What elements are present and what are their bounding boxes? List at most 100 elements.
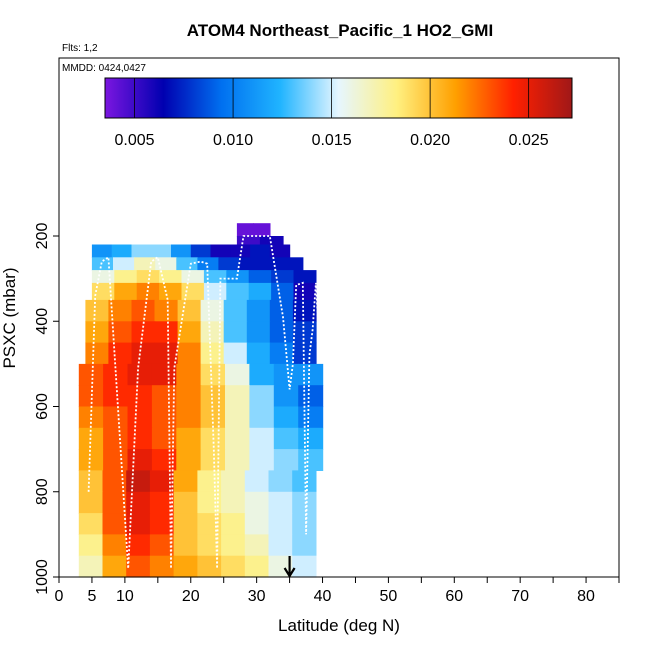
heatmap-cell: [292, 491, 317, 514]
heatmap-cell: [149, 513, 175, 535]
x-tick-label: 50: [380, 588, 398, 605]
heatmap-cell: [111, 244, 133, 258]
heatmap-cell: [151, 449, 177, 471]
heatmap-cell: [246, 342, 271, 365]
heatmap-cell: [197, 534, 222, 557]
x-axis: 0 5 10 20 30 40 50 60 70 80: [55, 576, 620, 605]
heatmap-cell: [151, 385, 177, 408]
heatmap-cell: [271, 270, 295, 284]
x-tick-label: 70: [511, 588, 529, 605]
heatmap-cell: [154, 299, 179, 322]
heatmap-cell: [127, 363, 153, 386]
heatmap-cell: [85, 321, 110, 344]
heatmap-cell: [236, 223, 254, 237]
heatmap-cell: [253, 223, 271, 237]
heatmap-cell: [176, 427, 202, 450]
y-tick-label: 800: [34, 478, 51, 505]
heatmap-cell: [149, 534, 175, 557]
marker-arrow-head: [283, 567, 296, 579]
heatmap-cell: [273, 385, 299, 408]
heatmap-cell: [78, 491, 104, 514]
heatmap-cell: [103, 427, 129, 450]
heatmap-cell: [136, 270, 160, 284]
heatmap-cell: [210, 244, 231, 258]
heatmap-cell: [197, 513, 222, 535]
heatmap-cell: [85, 299, 110, 322]
heatmap-cell: [246, 299, 271, 322]
heatmap-cell: [244, 534, 270, 557]
heatmap-cell: [131, 321, 156, 344]
colorbar-tick-label: 0.005: [115, 132, 155, 149]
heatmap-cell: [244, 555, 270, 578]
heatmap-cell: [223, 342, 248, 365]
heatmap-cell: [269, 244, 291, 258]
heatmap-cell: [249, 427, 275, 450]
heatmap-cell: [113, 257, 135, 271]
heatmap-cell: [78, 449, 104, 471]
heatmap-cell: [78, 385, 104, 408]
heatmap-cell: [200, 363, 226, 386]
heatmap-cell: [176, 449, 202, 471]
heatmap-cell: [78, 406, 104, 429]
heatmap-cell: [225, 406, 250, 429]
heatmap-cell: [173, 555, 198, 578]
latitude-marker-arrow: [283, 556, 296, 579]
heatmap-cell: [131, 342, 156, 365]
heatmap-cell: [298, 406, 324, 429]
y-tick-label: 200: [34, 223, 51, 250]
x-tick-label: 40: [314, 588, 332, 605]
heatmap-cell: [236, 236, 261, 246]
heatmap-cell: [134, 257, 156, 271]
heatmap-cell: [102, 491, 127, 514]
heatmap-cell: [177, 299, 202, 322]
heatmap-cell: [151, 363, 177, 386]
heatmap-cell: [223, 321, 248, 344]
heatmap-cell: [200, 299, 225, 322]
heatmap-cell: [218, 257, 241, 271]
heatmap-cell: [268, 470, 293, 493]
colorbar-tick-label: 0.010: [213, 132, 253, 149]
heatmap-cell: [197, 491, 222, 514]
heatmap-cell: [249, 406, 275, 429]
heatmap-cell: [271, 282, 295, 301]
heatmap-cell: [248, 270, 272, 284]
heatmap-cell: [85, 342, 110, 365]
heatmap-cell: [223, 299, 248, 322]
heatmap-cell: [108, 342, 133, 365]
heatmap-cell: [292, 555, 317, 578]
heatmap-cell: [190, 244, 212, 258]
heatmap-cell: [268, 513, 293, 535]
flight-track: [87, 235, 321, 569]
heatmap-cell: [151, 406, 177, 429]
heatmap-cell: [292, 299, 317, 322]
heatmap-cell: [78, 427, 104, 450]
heatmap-cell: [246, 321, 271, 344]
heatmap-cell: [151, 427, 177, 450]
heatmap-cell: [268, 534, 293, 557]
heatmap-cell: [78, 363, 104, 386]
heatmap-cell: [126, 534, 151, 557]
colorbar-gradient: [104, 77, 573, 119]
heatmap-cell: [221, 470, 246, 493]
heatmap-cell: [273, 406, 299, 429]
heatmap-cell: [78, 555, 104, 578]
colorbar-tick-label: 0.015: [312, 132, 352, 149]
heatmap-cell: [269, 321, 294, 344]
heatmap-cell: [173, 513, 198, 535]
heatmap-cell: [226, 282, 250, 301]
heatmap-cell: [268, 491, 293, 514]
heatmap-cell: [269, 342, 294, 365]
heatmap-cell: [244, 491, 270, 514]
heatmap-cell: [249, 385, 275, 408]
flights-label: Flts: 1,2: [62, 43, 98, 54]
x-tick-label: 80: [577, 588, 595, 605]
heatmap-cell: [269, 299, 294, 322]
heatmap-cell: [181, 270, 205, 284]
heatmap-cell: [200, 385, 226, 408]
heatmap-cell: [244, 470, 270, 493]
heatmap-cell: [159, 270, 183, 284]
heatmap-cell: [293, 270, 317, 284]
heatmap-cell: [260, 257, 283, 271]
heatmap-cell: [108, 299, 133, 322]
